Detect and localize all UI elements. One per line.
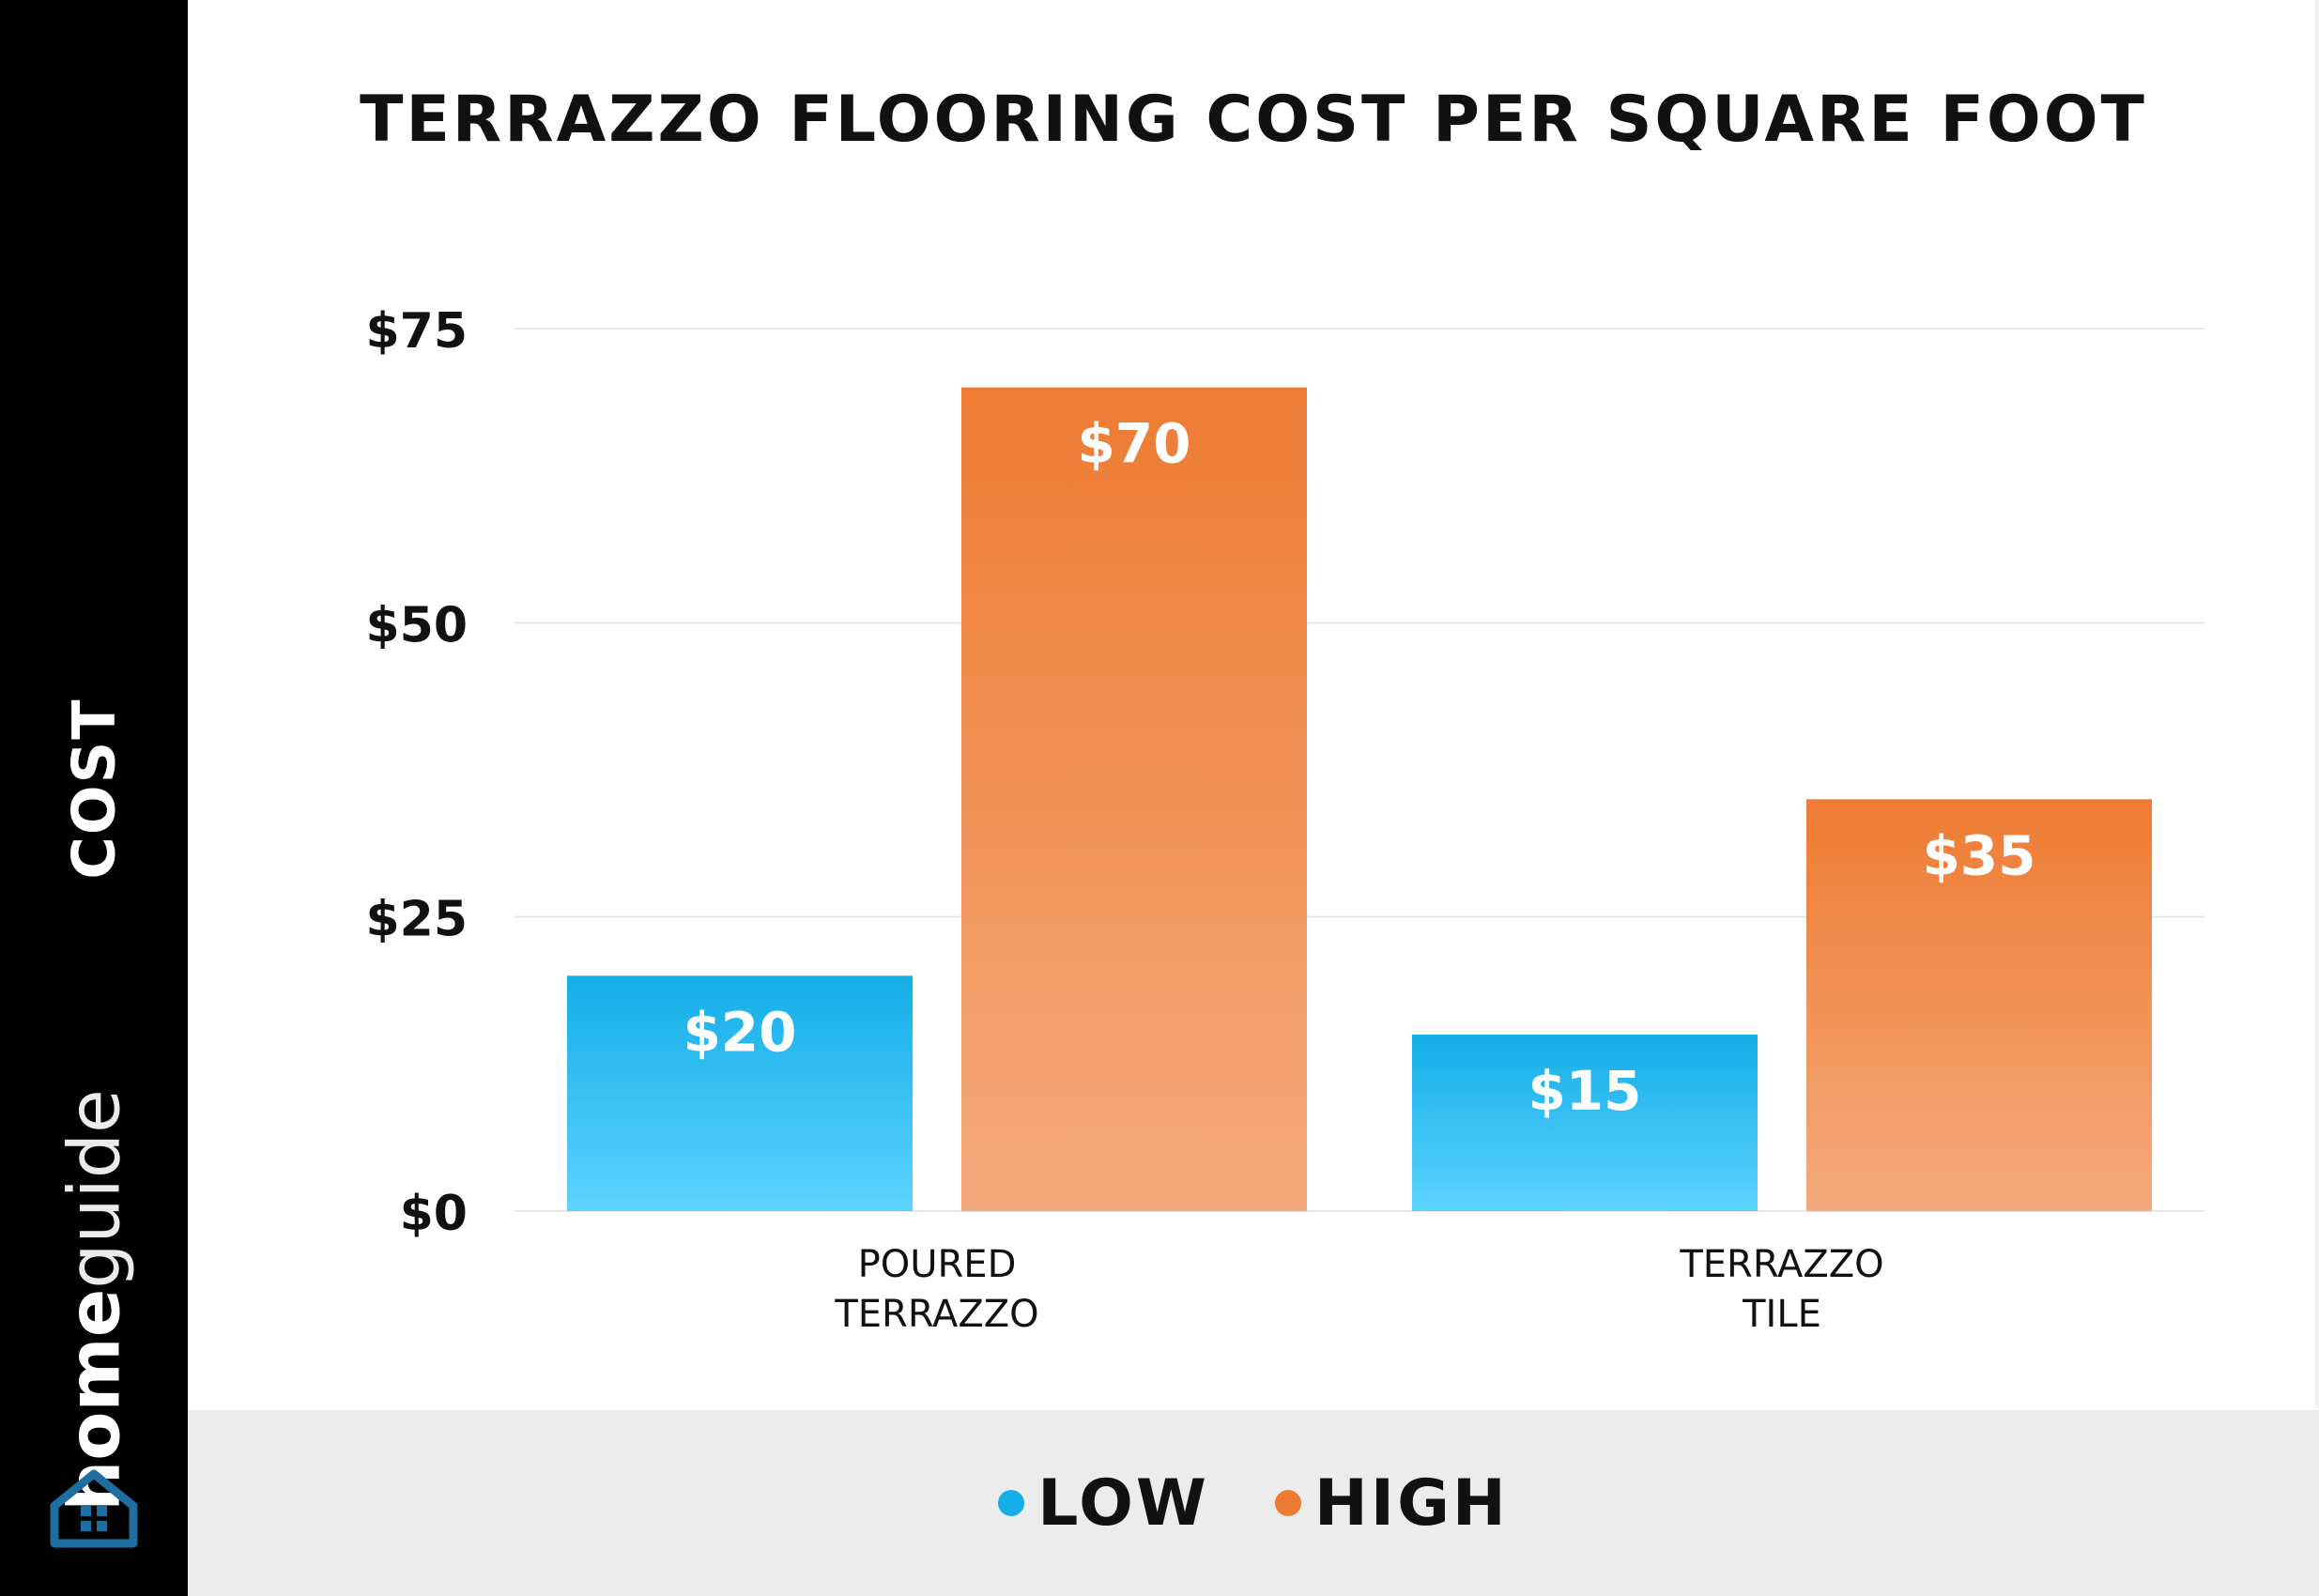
y-tick-label-0: $0 (400, 1186, 468, 1242)
legend-dot-high (1274, 1490, 1301, 1516)
chart-title: TERRAZZO FLOORING COST PER SQUARE FOOT (360, 83, 2147, 157)
bar-label-low-0: $20 (683, 1000, 796, 1064)
x-category-label-1-1: TILE (1742, 1293, 1821, 1336)
bar-low-1 (1412, 1035, 1758, 1211)
sidebar: COST homeguide (0, 0, 188, 1596)
legend-item-low: LOW (998, 1466, 1209, 1541)
bars: $20 $70 $15 $35 (567, 387, 2152, 1212)
x-category-label-0-0: POURED (858, 1243, 1017, 1286)
x-category-label-1-0: TERRAZZO (1679, 1243, 1883, 1286)
legend-item-high: HIGH (1274, 1466, 1509, 1541)
house-logo-icon (50, 1469, 138, 1548)
bar-high-1 (1806, 799, 2152, 1211)
bar-high-0 (961, 387, 1307, 1212)
y-tick-label-1: $25 (365, 892, 468, 948)
legend-band: LOW HIGH (188, 1410, 2319, 1596)
x-category-label-0-1: TERRAZZO (834, 1293, 1038, 1336)
legend-dot-low (998, 1490, 1025, 1516)
y-tick-label-3: $75 (365, 303, 468, 360)
legend-label-high: HIGH (1313, 1466, 1509, 1541)
x-axis-categories: POURED TERRAZZO TERRAZZO TILE (834, 1243, 1883, 1336)
y-tick-label-2: $50 (365, 597, 468, 653)
legend: LOW HIGH (188, 1410, 2319, 1596)
bar-label-low-1: $15 (1528, 1059, 1641, 1123)
bar-chart: $0 $25 $50 $75 $20 $70 $15 $35 POURED TERRAZZO T… (365, 303, 2204, 1336)
y-axis-ticks: $0 $25 $50 $75 (365, 303, 468, 1242)
bar-label-high-0: $70 (1077, 412, 1190, 476)
frame-edge (2315, 0, 2319, 1408)
bar-label-high-1: $35 (1922, 823, 2035, 887)
bar-low-0 (567, 975, 913, 1211)
legend-label-low: LOW (1037, 1466, 1209, 1541)
